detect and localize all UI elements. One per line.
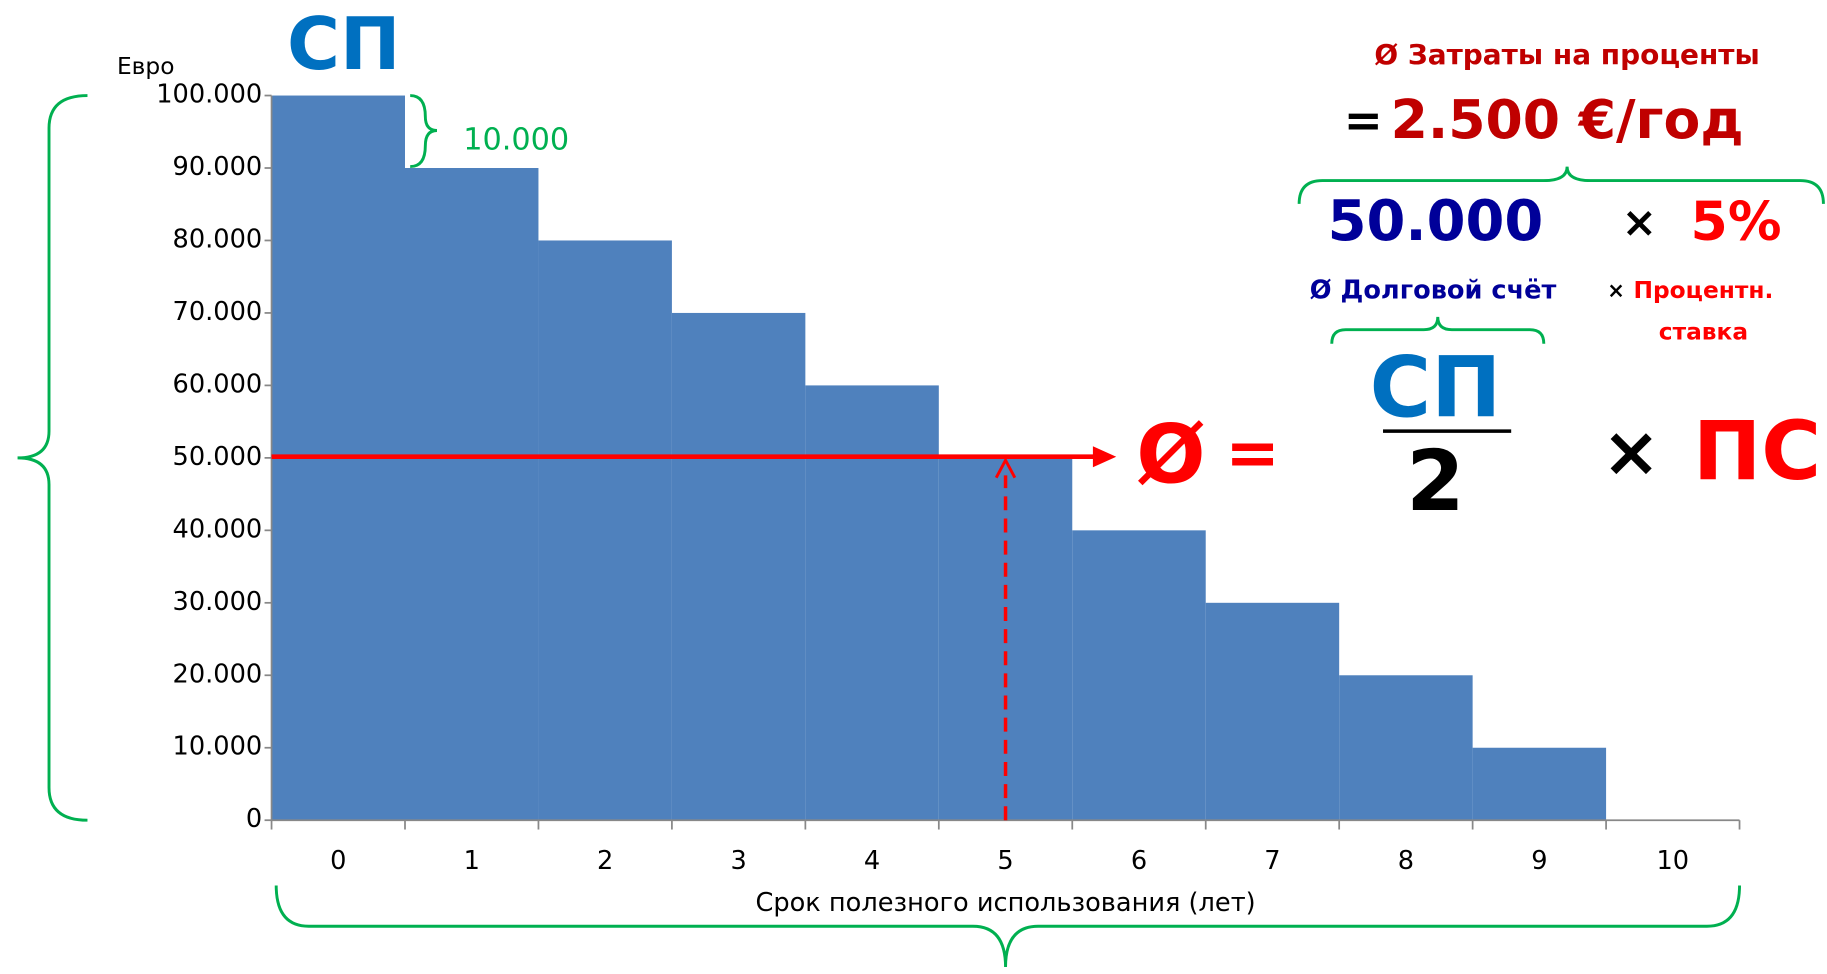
y-tick-label: 90.000	[173, 152, 263, 182]
y-tick-label: 100.000	[156, 80, 262, 110]
y-tick-label: 70.000	[173, 297, 263, 327]
bar	[671, 312, 806, 821]
bar	[1472, 747, 1607, 821]
y-tick-label: 30.000	[173, 587, 263, 617]
x-tick-label: 1	[464, 846, 480, 876]
y-tick-label: 10.000	[173, 732, 263, 762]
annotation: СП	[287, 3, 400, 87]
mean-arrow-head	[1092, 446, 1117, 468]
x-axis-label: Срок полезного использования (лет)	[755, 888, 1255, 918]
y-tick-label: 80.000	[173, 224, 263, 254]
x-tick-label: 6	[1131, 846, 1147, 876]
step-brace	[410, 94, 438, 169]
annotation: 10.000	[463, 122, 569, 157]
y-tick-label: 50.000	[173, 442, 263, 472]
annotation: 5%	[1691, 189, 1782, 252]
x-tick-label: 2	[597, 846, 613, 876]
x-tick-label: 8	[1398, 846, 1414, 876]
annotation: =	[1225, 415, 1280, 491]
top-brace	[1297, 166, 1825, 204]
annotation: Ø Долговой счёт	[1310, 275, 1557, 305]
bar	[538, 240, 672, 821]
braces	[17, 94, 1825, 968]
bar	[404, 168, 539, 821]
annotation: ×	[1602, 412, 1661, 493]
x-tick-label: 5	[997, 846, 1013, 876]
y-tick-label: 40.000	[173, 514, 263, 544]
annotation: 2	[1406, 432, 1464, 530]
annotation: Ø	[1136, 408, 1205, 503]
x-tick-label: 4	[864, 846, 880, 876]
annotation: =	[1344, 93, 1383, 147]
left-brace	[17, 94, 88, 822]
y-unit-label: Евро	[117, 53, 174, 80]
annotation: 2.500 €/год	[1391, 88, 1744, 151]
annotation: Ø Затраты на проценты	[1374, 38, 1759, 71]
bottom-brace	[274, 885, 1741, 968]
y-tick-label: 0	[246, 804, 262, 834]
x-tick-label: 10	[1657, 846, 1690, 876]
small-brace	[1330, 316, 1546, 344]
mid-arrow-head	[994, 457, 1017, 479]
x-tick-label: 9	[1531, 846, 1547, 876]
x-tick-label: 0	[330, 846, 346, 876]
annotation: СП	[1370, 339, 1502, 437]
annotation: 50.000	[1328, 189, 1544, 254]
bar	[1339, 675, 1473, 821]
annotation: Процентн.	[1634, 277, 1774, 304]
annotation: ×	[1622, 197, 1657, 246]
x-tick-label: 7	[1264, 846, 1280, 876]
y-tick-label: 20.000	[173, 659, 263, 689]
annotation: ставка	[1659, 319, 1748, 346]
bar	[805, 385, 939, 821]
bar	[1072, 530, 1206, 821]
annotation: ×	[1607, 278, 1625, 302]
y-tick-label: 60.000	[173, 369, 263, 399]
x-tick-label: 3	[730, 846, 746, 876]
bar	[1205, 602, 1340, 821]
annotation: ПС	[1693, 404, 1821, 499]
